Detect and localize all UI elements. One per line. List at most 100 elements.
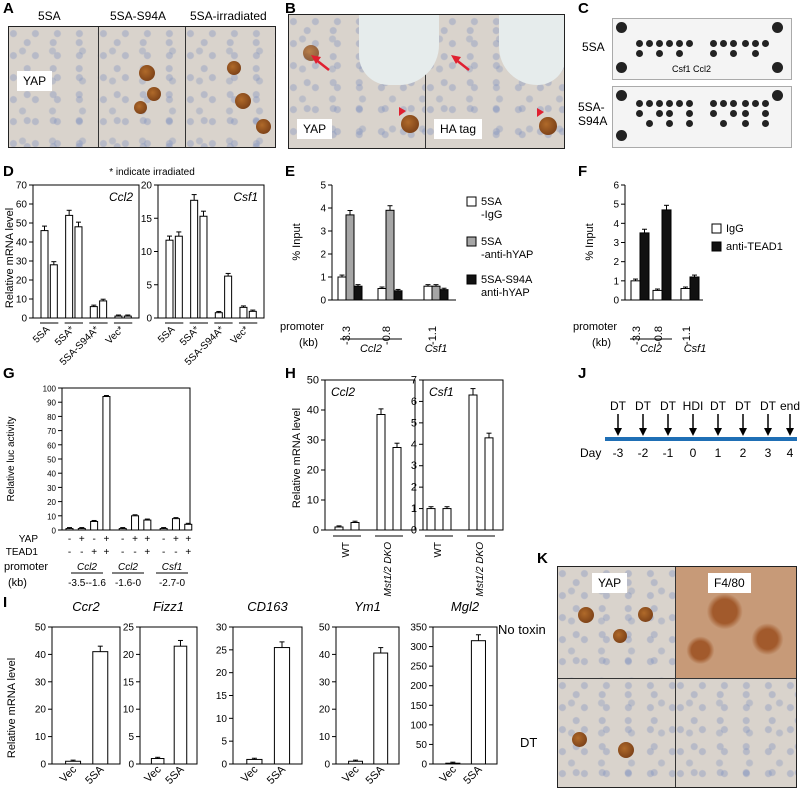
y-tick-label: 5 [128,732,134,743]
bar [639,232,650,301]
blot-spot [772,22,783,33]
y-tick-label: 20 [35,705,47,716]
blot-spot [646,100,653,107]
y-tick-label: 10 [47,512,56,521]
bar [131,515,140,531]
bar [377,288,387,301]
y-tick-label: 0 [313,525,319,537]
y-tick-label: 20 [216,668,228,679]
blot-spot [656,50,663,57]
promoter-value: -0.8 [381,326,393,345]
bar [174,235,183,319]
yap-stained-cell [147,87,161,101]
x-category-label: Vec [142,763,164,785]
x-group-label: WT [433,542,444,558]
bar [40,230,49,319]
y-tick-label: 50 [47,456,56,465]
bar [171,518,180,531]
bar [470,640,486,765]
panel-a-micrographs: YAP [8,26,276,148]
blot-spot [762,100,769,107]
blot-spot [636,50,643,57]
bar [423,285,433,301]
y-tick-label: 60 [16,200,28,211]
panel-b-micrographs: YAP HA tag [288,14,565,149]
bar [77,528,86,531]
y-tick-label: 6 [613,181,619,192]
promoter-label: promoter [573,321,617,333]
blot-spot [676,100,683,107]
legend-label: -anti-hYAP [481,249,533,261]
panel-a-stain-label: YAP [17,71,53,91]
y-tick-label: 0 [21,314,27,325]
panel-label-j: J [578,365,587,382]
y-tick-label: 3 [320,227,326,238]
vessel-lumen [359,15,439,85]
blot-spot [686,120,693,127]
promoter-label: promoter [4,561,48,573]
yap-sign: - [68,534,71,545]
y-tick-label: 40 [307,405,319,417]
plot-frame [335,626,400,765]
y-tick-label: 30 [47,484,56,493]
yap-sign: - [162,534,165,545]
panel-label-e: E [285,163,296,180]
y-tick-label: 40 [35,650,47,661]
bar [246,758,263,765]
panel-i-gene-title: Ccr2 [72,599,100,614]
ha-stained-cell [539,117,557,135]
bar [184,523,193,531]
panel-k-row-no-toxin: No toxin [498,622,546,637]
blot-spot [710,110,717,117]
bar [376,414,386,531]
blot-spot [666,120,673,127]
panel-label-g: G [3,365,15,382]
y-tick-label: 70 [47,427,56,436]
bar [99,300,108,319]
blot-spot [686,110,693,117]
legend-swatch [466,274,477,285]
gene-label: Ccl2 [77,562,97,573]
timeline-day: 3 [765,446,772,460]
yap-sign: + [185,534,191,545]
bar [118,528,127,531]
y-tick-label: 5 [411,417,417,429]
y-tick-label: 5 [320,181,326,192]
y-tick-label: 10 [141,247,153,258]
x-group-label: Vec* [104,324,126,346]
bar [345,214,355,301]
y-tick-label: 300 [410,642,427,653]
bar [334,526,344,531]
timeline-event: DT [710,399,727,413]
y-tick-label: 30 [319,677,331,688]
y-tick-label: 0 [146,314,152,325]
bar [123,315,132,319]
timeline-event: HDI [683,399,704,413]
y-tick-label: 4 [411,439,417,451]
down-arrow-icon [664,428,672,436]
yap-stained-cell [618,742,634,758]
x-group-label: Mst1/2 DKO [383,542,394,597]
tead-sign: + [104,547,110,558]
gene-label: Ccl2 [640,343,662,355]
blot-spot [710,100,717,107]
promoter-value: -0.8 [653,326,665,345]
down-arrow-icon [714,428,722,436]
gene-label: Ccl2 [118,562,138,573]
tead-row-label: TEAD1 [6,547,39,558]
y-tick-label: 3 [411,460,417,472]
bar [150,758,165,765]
y-tick-label: 40 [47,470,56,479]
bar [630,280,641,301]
panel-d-ylabel: Relative mRNA level [4,208,16,308]
timeline-day: -2 [638,446,649,460]
legend-swatch [711,223,722,234]
bar [373,652,389,765]
down-arrow-icon [614,428,622,436]
yap-sign: + [144,534,150,545]
blot-spot [656,40,663,47]
blot-spot [752,50,759,57]
plot-frame [324,379,416,531]
panel-k-col-f480: F4/80 [708,573,751,593]
